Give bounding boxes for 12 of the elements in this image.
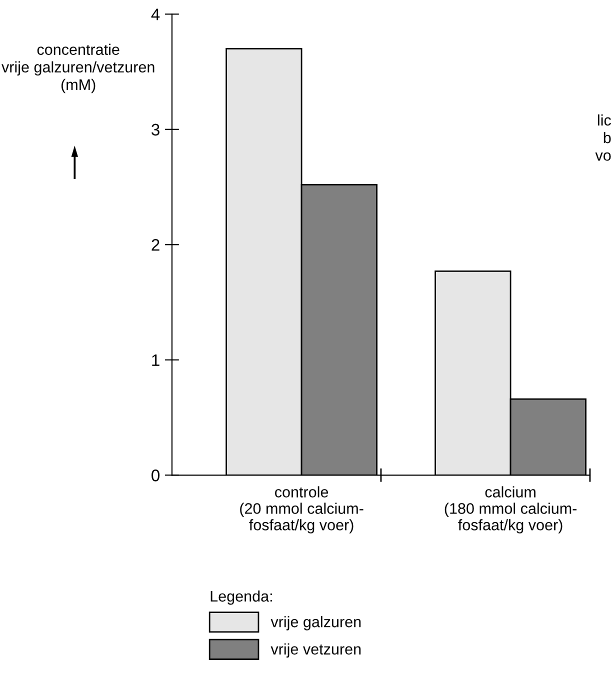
x-tick-label: calcium (180 mmol calcium- fosfaat/kg voer): [444, 486, 577, 534]
y-tick-label: 0: [152, 470, 160, 482]
y-tick-label: 2: [152, 239, 160, 251]
legend-label: vrije vetzuren: [270, 643, 361, 658]
x-tick-label: controle (20 mmol calcium- fosfaat/kg voer): [240, 486, 364, 534]
legend-label: vrije galzuren: [270, 616, 361, 630]
y-axis-title: concentratie vrije galzuren/vetzuren (mM): [2, 44, 154, 94]
y-tick-label: 1: [152, 354, 160, 366]
legend-title: Legenda:: [210, 590, 272, 605]
y-tick-label: 4: [151, 8, 160, 20]
text: lic b vo: [595, 114, 611, 161]
y-tick-label: 3: [152, 124, 160, 136]
